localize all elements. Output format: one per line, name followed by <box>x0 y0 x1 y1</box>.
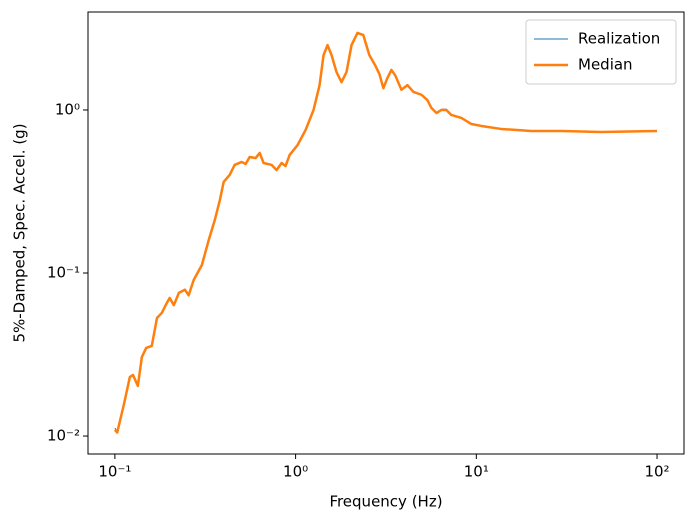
legend-label: Realization <box>578 30 660 48</box>
x-tick-label: 10² <box>644 463 669 481</box>
plot-frame <box>87 11 685 455</box>
y-tick-label: 10⁰ <box>55 100 80 118</box>
y-axis-label: 5%-Damped, Spec. Accel. (g) <box>11 123 29 342</box>
y-tick-label: 10⁻² <box>47 427 80 445</box>
series-line <box>113 31 658 434</box>
series-line <box>114 32 658 433</box>
x-axis-label: Frequency (Hz) <box>329 493 442 511</box>
legend-label: Median <box>578 56 633 74</box>
x-tick-label: 10⁰ <box>283 463 308 481</box>
legend-box <box>525 19 677 85</box>
x-tick-label: 10⁻¹ <box>98 463 131 481</box>
x-tick-label: 10¹ <box>464 463 489 481</box>
legend: Realization Median <box>525 19 677 85</box>
y-tick-label: 10⁻¹ <box>47 264 80 282</box>
